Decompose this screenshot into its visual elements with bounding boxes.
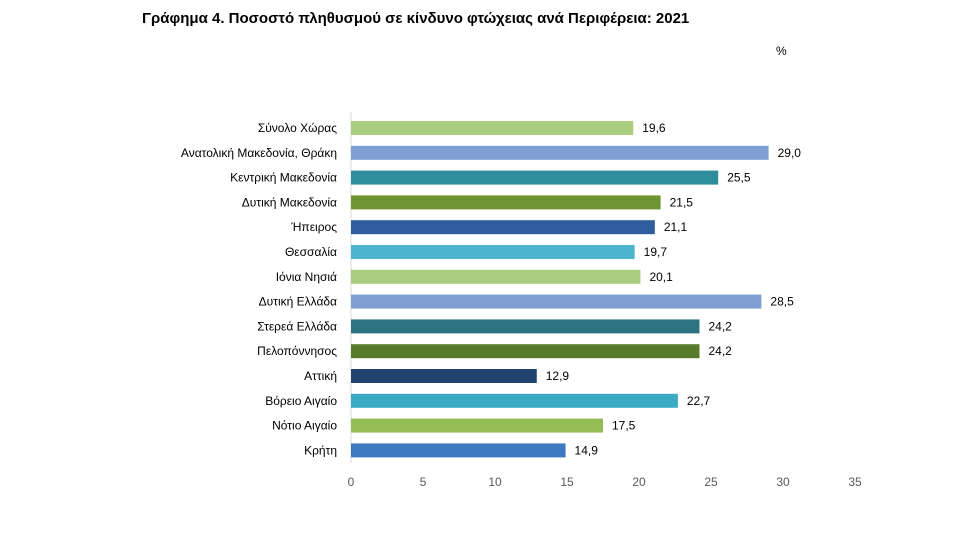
data-label: 21,1 [664,220,688,234]
ticks-layer: 0 5 10 15 20 25 30 35 [348,475,862,489]
x-tick-label: 25 [704,475,718,489]
chart-title: Γράφημα 4. Ποσοστό πληθυσμού σε κίνδυνο … [142,10,690,27]
data-label: 19,7 [644,245,668,259]
x-tick-label: 20 [632,475,646,489]
bar [351,344,700,359]
category-label: Στερεά Ελλάδα [257,319,337,333]
x-tick-label: 10 [488,475,502,489]
bar [351,294,762,309]
labels-layer: Σύνολο Χώρας 19,6 Ανατολική Μακεδονία, Θρά… [181,121,801,457]
data-label: 17,5 [612,419,636,433]
category-label: Πελοπόννησος [257,344,337,358]
x-tick-label: 35 [848,475,862,489]
unit-label: % [776,44,787,58]
x-tick-label: 15 [560,475,574,489]
category-label: Αττική [304,369,337,383]
data-label: 21,5 [670,195,694,209]
data-label: 25,5 [727,171,751,185]
bars-layer [351,121,769,458]
category-label: Βόρειο Αιγαίο [265,394,337,408]
bar [351,369,537,383]
data-label: 12,9 [546,369,570,383]
bar [351,319,700,334]
bar [351,220,655,235]
x-tick-label: 30 [776,475,790,489]
bar [351,443,566,458]
category-label: Κεντρική Μακεδονία [230,171,337,185]
category-label: Σύνολο Χώρας [258,121,337,135]
category-label: Κρήτη [304,443,337,457]
bar [351,269,641,284]
bar [351,195,661,210]
data-label: 29,0 [778,146,802,160]
data-label: 20,1 [649,270,673,284]
category-label: Ανατολική Μακεδονία, Θράκη [181,146,337,160]
category-label: Θεσσαλία [285,245,337,259]
category-label: Δυτική Μακεδονία [242,195,337,209]
bar [351,393,678,408]
bar [351,245,635,259]
bar [351,418,603,433]
data-label: 14,9 [575,443,599,457]
data-label: 22,7 [687,394,711,408]
x-tick-label: 0 [348,475,355,489]
category-label: Ήπειρος [290,220,337,234]
data-label: 24,2 [708,319,732,333]
bar [351,170,719,185]
data-label: 24,2 [708,344,732,358]
data-label: 19,6 [642,121,666,135]
category-label: Δυτική Ελλάδα [259,295,337,309]
bar [351,145,769,160]
bar [351,121,634,135]
category-label: Νότιο Αιγαίο [272,419,337,433]
category-label: Ιόνια Νησιά [276,270,337,284]
x-tick-label: 5 [420,475,427,489]
data-label: 28,5 [770,295,794,309]
